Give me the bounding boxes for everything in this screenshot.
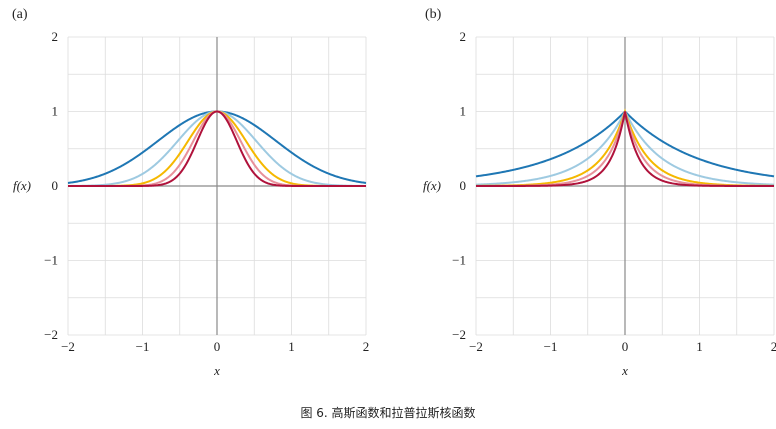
y-tick-label: 2	[460, 29, 467, 44]
x-axis-label: x	[213, 363, 220, 378]
y-axis-label: f(x)	[13, 178, 31, 193]
x-tick-label: −1	[544, 339, 558, 354]
series-line-5	[476, 111, 774, 187]
x-tick-label: 2	[363, 339, 370, 354]
x-tick-label: 0	[622, 339, 629, 354]
y-tick-label: −2	[44, 327, 58, 342]
y-tick-label: 1	[460, 104, 467, 119]
chart-panel-a: −2 −1 0 1 2 2 1 0 −1 −2 x f(x) (a)	[12, 7, 369, 378]
x-tick-label: −2	[61, 339, 75, 354]
panel-label: (a)	[12, 7, 28, 22]
y-tick-label: −1	[452, 253, 466, 268]
y-tick-label: 0	[52, 178, 59, 193]
y-tick-label: −1	[44, 253, 58, 268]
x-tick-label: 1	[696, 339, 703, 354]
x-tick-label: −2	[469, 339, 483, 354]
x-axis-label: x	[621, 363, 628, 378]
panel-label: (b)	[425, 7, 442, 22]
y-axis-label: f(x)	[423, 178, 441, 193]
y-tick-label: 0	[460, 178, 467, 193]
chart-panel-b: −2 −1 0 1 2 2 1 0 −1 −2 x f(x) (b)	[423, 7, 776, 378]
y-tick-label: 2	[52, 29, 59, 44]
y-tick-label: 1	[52, 104, 59, 119]
y-tick-label: −2	[452, 327, 466, 342]
x-tick-label: 1	[288, 339, 295, 354]
x-tick-label: 2	[771, 339, 776, 354]
series-line-5	[68, 110, 366, 187]
x-tick-label: 0	[214, 339, 221, 354]
x-tick-label: −1	[136, 339, 150, 354]
figure-caption: 图 6. 高斯函数和拉普拉斯核函数	[300, 406, 476, 420]
